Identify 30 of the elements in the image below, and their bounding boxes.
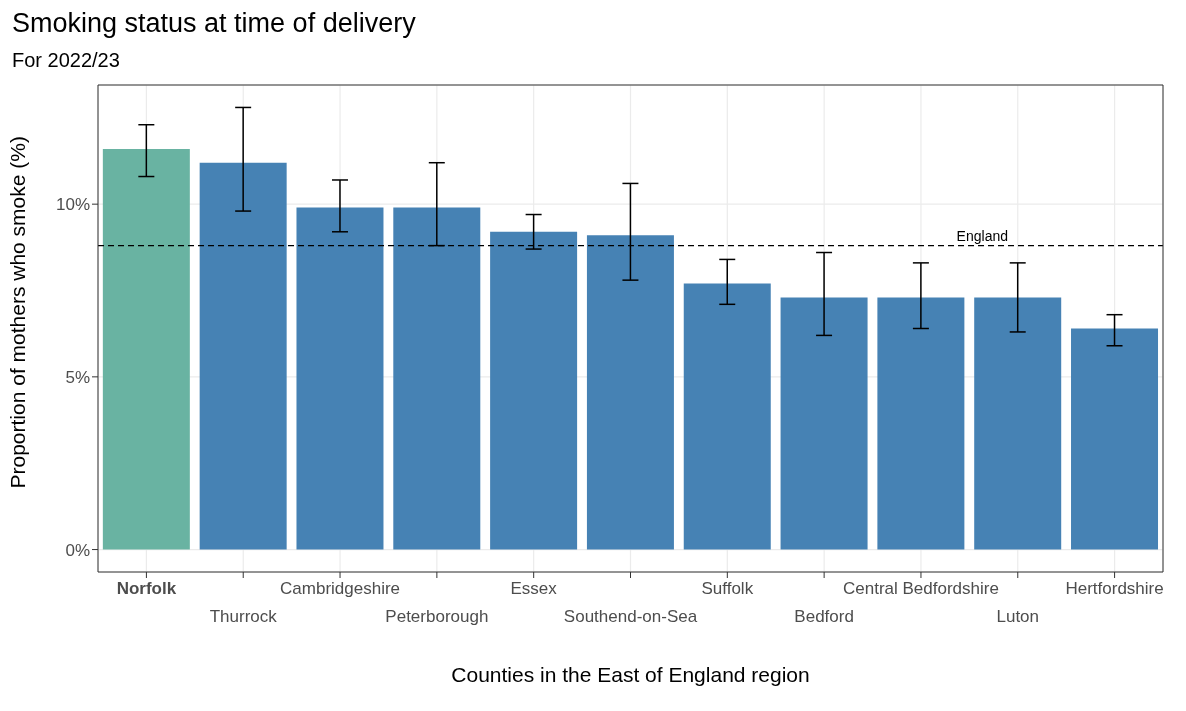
x-tick-label: Luton [996,607,1040,626]
x-axis-title: Counties in the East of England region [451,663,810,686]
y-tick-label: 0% [65,540,90,560]
x-tick-label: Essex [510,579,558,598]
y-axis-title: Proportion of mothers who smoke (%) [6,136,30,489]
bar [780,297,868,550]
x-tick-label: Bedford [794,607,854,626]
x-tick-label: Peterborough [385,607,489,626]
x-tick-label: Norfolk [116,579,177,598]
ref-line-label: England [956,227,1008,244]
bar [199,162,287,550]
chart-subtitle: For 2022/23 [12,49,121,72]
chart-title: Smoking status at time of delivery [12,8,417,39]
x-tick-label: Suffolk [701,579,754,598]
bar [490,231,578,550]
x-tick-label: Cambridgeshire [280,579,401,598]
bar [586,235,674,550]
x-tick-label: Southend-on-Sea [563,607,698,626]
bar [877,297,965,550]
bar [683,283,771,550]
bar [296,207,384,550]
bar [974,297,1062,550]
bar [393,207,481,550]
y-tick-label: 10% [55,195,90,215]
bar [1071,328,1159,550]
y-tick-label: 5% [65,367,90,387]
x-tick-label: Central Bedfordshire [842,579,999,598]
bar [102,148,190,550]
x-tick-label: Thurrock [209,607,278,626]
x-tick-label: Hertfordshire [1065,579,1164,598]
